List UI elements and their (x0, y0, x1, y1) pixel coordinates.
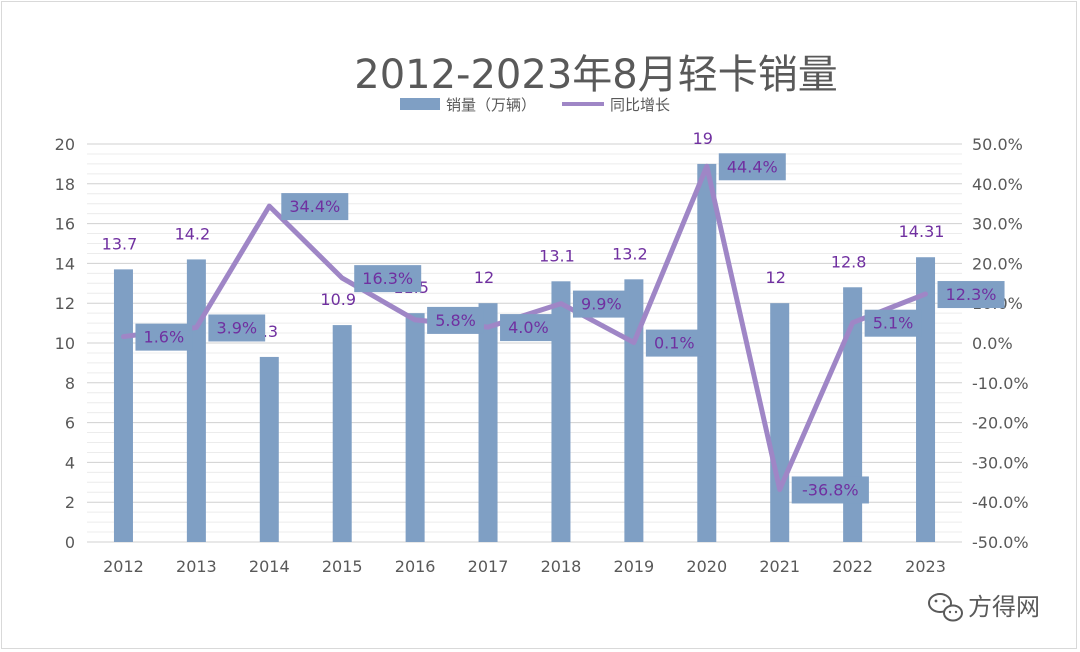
bar (624, 279, 644, 542)
line-data-label: 0.1% (654, 334, 695, 353)
bar-data-label: 12 (474, 268, 494, 287)
legend: 销量（万辆） 同比增长 (400, 96, 670, 114)
line-data-label: 34.4% (289, 197, 340, 216)
left-axis-tick-label: 16 (55, 215, 75, 234)
x-axis-tick-label: 2022 (832, 557, 873, 576)
wechat-icon (928, 593, 963, 622)
line-data-labels: 1.6% 3.9% 34.4% 16.3% 5.8% 4.0% 9.9% 0.1% 44.4% -… (135, 153, 1005, 504)
left-axis-tick-label: 20 (55, 135, 75, 154)
line-data-label-box (208, 314, 266, 342)
line-data-label-box (718, 153, 786, 181)
bar-data-labels: 13.714.29.310.911.51213.113.2191212.814.… (102, 129, 945, 341)
bar-data-label: 12.8 (831, 252, 867, 271)
chart-title: 2012-2023年8月轻卡销量 (354, 52, 837, 98)
x-axis-tick-label: 2016 (395, 557, 436, 576)
line-data-label: 44.4% (727, 157, 778, 176)
bar (186, 259, 206, 542)
right-axis-tick-label: 20.0% (972, 254, 1023, 273)
bar-data-label: 13.2 (612, 244, 648, 263)
legend-bar-swatch (400, 98, 440, 110)
bar-data-label: 13.1 (539, 246, 575, 265)
line-data-label: 5.1% (873, 314, 914, 333)
bar (113, 269, 133, 542)
bar-data-label: 12 (766, 268, 786, 287)
x-axis-tick-label: 2021 (759, 557, 800, 576)
x-axis-tick-label: 2018 (541, 557, 582, 576)
line-data-label-box (281, 193, 349, 221)
bar (405, 313, 425, 542)
bar-data-label: 13.7 (102, 234, 138, 253)
bar-data-label: 19 (693, 129, 713, 148)
left-axis-tick-label: 2 (65, 493, 75, 512)
bar-data-label: 10.9 (320, 290, 356, 309)
legend-bar-label: 销量（万辆） (446, 96, 536, 114)
x-axis-tick-label: 2019 (614, 557, 655, 576)
right-axis-tick-label: -20.0% (972, 414, 1029, 433)
bar (478, 303, 498, 542)
line-data-label: 3.9% (216, 318, 257, 337)
right-axis-tick-label: 30.0% (972, 215, 1023, 234)
x-axis-tick-label: 2020 (686, 557, 727, 576)
right-axis: -50.0%-40.0%-30.0%-20.0%-10.0%0.0%10.0%2… (972, 135, 1029, 552)
bar (697, 163, 717, 542)
bar (916, 257, 936, 542)
left-axis-tick-label: 0 (65, 533, 75, 552)
right-axis-tick-label: 0.0% (972, 334, 1013, 353)
line-data-label-box (645, 329, 703, 357)
left-axis: 0 2 4 6 8 10 12 14 16 18 20 (55, 135, 75, 552)
left-axis-tick-label: 8 (65, 374, 75, 393)
bar (332, 325, 352, 542)
x-axis-tick-label: 2015 (322, 557, 363, 576)
left-axis-tick-label: 6 (65, 414, 75, 433)
x-axis: 2012 2013 2014 2015 2016 2017 2018 2019 2020 2021… (103, 557, 946, 576)
line-data-label-box (135, 323, 193, 351)
right-axis-tick-label: -10.0% (972, 374, 1029, 393)
bar (259, 356, 279, 542)
left-axis-tick-label: 4 (65, 453, 75, 472)
x-axis-tick-label: 2012 (103, 557, 144, 576)
right-axis-tick-label: -30.0% (972, 453, 1029, 472)
left-axis-tick-label: 10 (55, 334, 75, 353)
legend-line-label: 同比增长 (610, 96, 670, 114)
line-data-label-box (572, 290, 630, 318)
line-data-label-box (500, 314, 557, 342)
watermark: 方得网 (928, 593, 1040, 622)
x-axis-tick-label: 2014 (249, 557, 290, 576)
watermark-text: 方得网 (968, 593, 1040, 621)
right-axis-tick-label: -50.0% (972, 533, 1029, 552)
bar-data-label: 14.2 (175, 224, 211, 243)
line-data-label: 16.3% (362, 269, 413, 288)
left-axis-tick-label: 12 (55, 294, 75, 313)
line-data-label: 12.3% (946, 285, 997, 304)
right-axis-tick-label: 40.0% (972, 175, 1023, 194)
line-data-label-box (427, 306, 484, 334)
line-data-label-box (354, 265, 422, 293)
line-data-label: 4.0% (508, 318, 549, 337)
bar-data-label: 14.31 (899, 222, 945, 241)
bar (770, 303, 790, 542)
x-axis-tick-label: 2023 (905, 557, 946, 576)
right-axis-tick-label: -40.0% (972, 493, 1029, 512)
line-data-label-box (864, 309, 922, 337)
line-data-label: 5.8% (435, 311, 476, 330)
line-data-label: -36.8% (802, 480, 859, 499)
line-data-label: 1.6% (144, 328, 185, 347)
line-data-label-box (791, 476, 869, 504)
x-axis-tick-label: 2017 (468, 557, 509, 576)
line-data-label: 9.9% (581, 295, 622, 314)
x-axis-tick-label: 2013 (176, 557, 217, 576)
right-axis-tick-label: 50.0% (972, 135, 1023, 154)
line-data-label-box (937, 281, 1005, 309)
left-axis-tick-label: 14 (55, 254, 75, 273)
left-axis-tick-label: 18 (55, 175, 75, 194)
bar (551, 281, 571, 542)
